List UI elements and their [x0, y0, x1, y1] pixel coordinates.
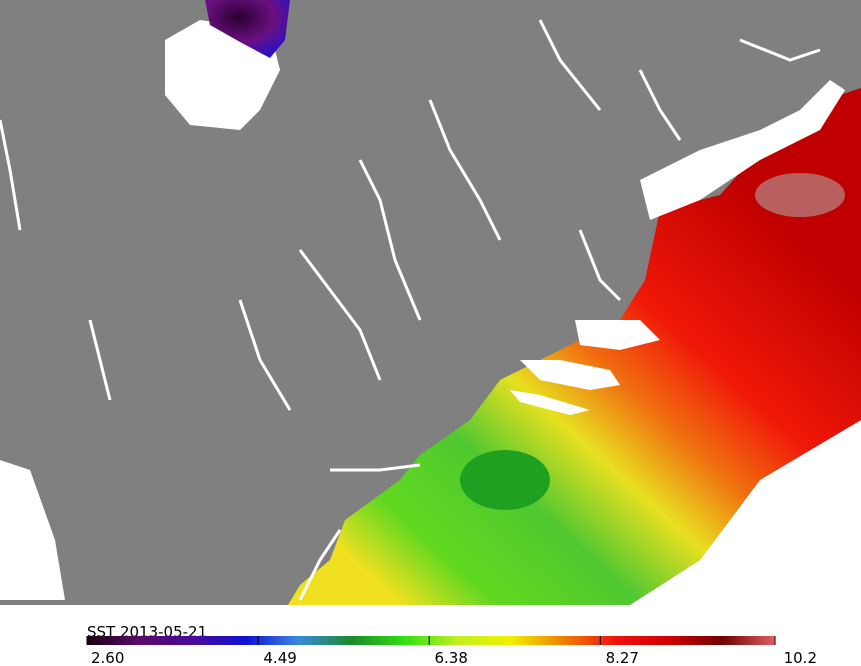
colorbar-tick-label: 2.60 [91, 649, 124, 666]
colorbar-bar [87, 636, 775, 645]
map [0, 0, 861, 605]
colorbar-tick-label: 4.49 [263, 649, 296, 666]
white-cloud [575, 320, 660, 350]
cold-water [755, 173, 845, 217]
cold-lake [205, 0, 290, 58]
white-cloud [640, 80, 845, 220]
white-streaks [0, 19, 821, 601]
colorbar-tick-label: 8.27 [606, 649, 639, 666]
white-cloud [630, 420, 861, 605]
colorbar-tick-label: 6.38 [434, 649, 467, 666]
white-cloud [0, 460, 65, 600]
colorbar: SST 2013-05-21 2.60 4.49 6.38 8.27 10.2 [86, 623, 817, 666]
sea-surface [288, 88, 861, 605]
colorbar-tick-label: 10.2 [784, 649, 817, 666]
white-cloud [520, 360, 620, 390]
white-cloud [510, 390, 590, 415]
green-water [460, 450, 550, 510]
